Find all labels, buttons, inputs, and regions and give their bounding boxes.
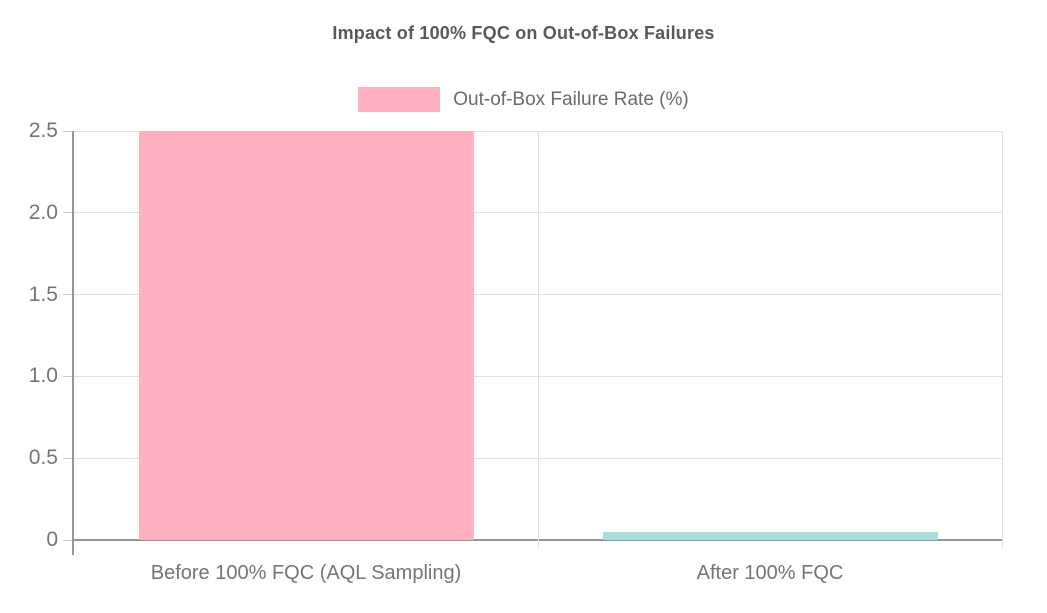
category-boundary-line: [537, 131, 539, 549]
y-tick-label: 1.0: [28, 364, 58, 388]
y-tick: [63, 212, 72, 214]
y-tick: [63, 539, 72, 541]
bar: [139, 131, 474, 540]
y-tick: [63, 294, 72, 296]
y-tick: [63, 457, 72, 459]
y-tick-label: 0: [46, 528, 58, 551]
x-tick-label: After 100% FQC: [696, 562, 844, 584]
y-tick: [63, 375, 72, 377]
y-axis-line: [72, 131, 74, 555]
y-tick: [63, 130, 72, 132]
plot-area: 0 0.5 1.0 1.5 2.0 2.5 Before 100% FQC (AQL Sam…: [29, 119, 1003, 584]
y-tick-label: 1.5: [28, 282, 58, 306]
category-boundary-line: [1001, 131, 1003, 549]
legend: Out-of-Box Failure Rate (%): [0, 87, 1047, 112]
y-tick-label: 2.5: [28, 119, 58, 142]
chart-title: Impact of 100% FQC on Out-of-Box Failure…: [332, 23, 715, 43]
bar: [603, 532, 938, 540]
legend-label: Out-of-Box Failure Rate (%): [453, 88, 689, 110]
y-tick-label: 2.0: [28, 200, 58, 224]
x-tick-label: Before 100% FQC (AQL Sampling): [150, 562, 462, 584]
y-tick-label: 0.5: [28, 446, 58, 470]
legend-swatch: [358, 87, 441, 112]
